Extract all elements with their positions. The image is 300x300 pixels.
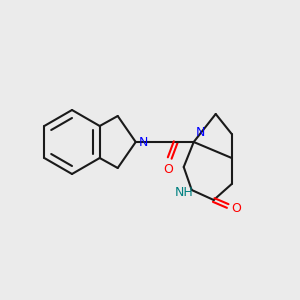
Text: N: N xyxy=(139,136,148,148)
Text: N: N xyxy=(196,126,205,139)
Text: O: O xyxy=(163,163,173,176)
Text: NH: NH xyxy=(174,185,193,199)
Text: O: O xyxy=(232,202,242,215)
